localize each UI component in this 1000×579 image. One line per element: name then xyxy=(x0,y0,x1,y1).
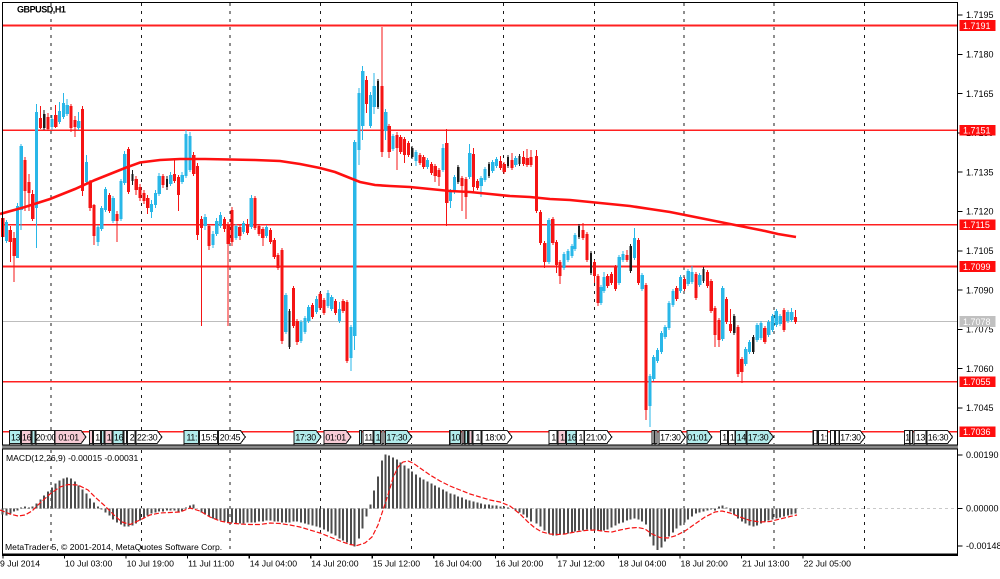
svg-text:20:45: 20:45 xyxy=(220,433,241,443)
svg-text:15:5: 15:5 xyxy=(201,433,217,443)
svg-text:11:: 11: xyxy=(186,433,197,443)
svg-text:18 Jul 20:00: 18 Jul 20:00 xyxy=(681,559,729,569)
svg-text:01:01: 01:01 xyxy=(58,433,79,443)
svg-text:01:01: 01:01 xyxy=(325,433,346,443)
svg-text:1.7090: 1.7090 xyxy=(966,285,994,295)
svg-text:17:30: 17:30 xyxy=(295,433,316,443)
svg-text:15 Jul 12:00: 15 Jul 12:00 xyxy=(373,559,421,569)
svg-text:9 Jul 2014: 9 Jul 2014 xyxy=(0,559,40,569)
svg-text:17:30: 17:30 xyxy=(840,433,861,443)
svg-text:10 Jul 03:00: 10 Jul 03:00 xyxy=(65,559,113,569)
svg-text:1: 1 xyxy=(376,433,381,443)
svg-text:1.7099: 1.7099 xyxy=(963,262,991,272)
svg-text:1: 1 xyxy=(476,433,481,443)
svg-text:17 Jul 12:00: 17 Jul 12:00 xyxy=(557,559,605,569)
svg-text:21:00: 21:00 xyxy=(586,433,607,443)
svg-text:17:30: 17:30 xyxy=(387,433,408,443)
svg-text:0.00000: 0.00000 xyxy=(966,504,999,514)
svg-text:GBPUSD,H1: GBPUSD,H1 xyxy=(17,5,66,15)
svg-text:14 Jul 04:00: 14 Jul 04:00 xyxy=(250,559,298,569)
svg-text:22 Jul 05:00: 22 Jul 05:00 xyxy=(804,559,852,569)
svg-text:1: 1 xyxy=(107,433,112,443)
svg-text:1: 1 xyxy=(722,433,727,443)
svg-text:1.7105: 1.7105 xyxy=(966,246,994,256)
svg-text:1.7078: 1.7078 xyxy=(963,317,991,327)
svg-text:11: 11 xyxy=(364,433,373,443)
svg-text:1: 1 xyxy=(560,433,565,443)
svg-text:1.7115: 1.7115 xyxy=(963,220,990,230)
svg-text:14: 14 xyxy=(737,433,747,443)
svg-text:16: 16 xyxy=(567,433,577,443)
svg-text:MetaTrader 5, © 2001-2014, Met: MetaTrader 5, © 2001-2014, MetaQuotes So… xyxy=(5,542,222,552)
svg-text:16:30: 16:30 xyxy=(928,433,949,443)
svg-text:1.7120: 1.7120 xyxy=(966,207,994,217)
svg-text:1: 1 xyxy=(730,433,735,443)
svg-text:1.7045: 1.7045 xyxy=(966,403,994,413)
svg-text:2: 2 xyxy=(130,433,135,443)
svg-text:01:01: 01:01 xyxy=(687,433,708,443)
svg-text:18 Jul 04:00: 18 Jul 04:00 xyxy=(619,559,667,569)
svg-text:10: 10 xyxy=(451,433,461,443)
svg-text:1: 1 xyxy=(95,433,100,443)
svg-text:10 Jul 19:00: 10 Jul 19:00 xyxy=(127,559,175,569)
svg-text:18:00: 18:00 xyxy=(485,433,506,443)
svg-text:MACD(12,26,9) -0.00015 -0.0003: MACD(12,26,9) -0.00015 -0.00031 xyxy=(6,453,139,463)
svg-text:1.7135: 1.7135 xyxy=(966,167,994,177)
svg-text:1.7191: 1.7191 xyxy=(963,21,991,31)
svg-text:22:30: 22:30 xyxy=(137,433,158,443)
svg-text:13: 13 xyxy=(916,433,926,443)
svg-text:1:: 1: xyxy=(820,433,827,443)
svg-text:16: 16 xyxy=(22,433,32,443)
svg-text:1.7195: 1.7195 xyxy=(966,10,994,20)
svg-text:1: 1 xyxy=(551,433,556,443)
svg-text:1.7180: 1.7180 xyxy=(966,50,994,60)
svg-text:20:00: 20:00 xyxy=(36,433,57,443)
svg-text:13: 13 xyxy=(11,433,21,443)
svg-text:1.7055: 1.7055 xyxy=(963,377,991,387)
svg-text:16: 16 xyxy=(114,433,124,443)
svg-text:21 Jul 13:00: 21 Jul 13:00 xyxy=(742,559,790,569)
svg-text:1.7151: 1.7151 xyxy=(963,126,991,136)
svg-text:-0.00148: -0.00148 xyxy=(966,541,1000,551)
svg-text:1.7036: 1.7036 xyxy=(963,427,991,437)
svg-text:0.00190: 0.00190 xyxy=(966,450,999,460)
svg-text:17:30: 17:30 xyxy=(660,433,681,443)
svg-text:16 Jul 04:00: 16 Jul 04:00 xyxy=(434,559,482,569)
svg-text:1.7075: 1.7075 xyxy=(966,325,994,335)
svg-text:11 Jul 11:00: 11 Jul 11:00 xyxy=(188,559,234,569)
svg-text:1: 1 xyxy=(579,433,584,443)
svg-text:1: 1 xyxy=(905,433,910,443)
svg-text:16 Jul 20:00: 16 Jul 20:00 xyxy=(496,559,544,569)
svg-text:1.7060: 1.7060 xyxy=(966,364,994,374)
svg-text:17:30: 17:30 xyxy=(748,433,769,443)
svg-text:14 Jul 20:00: 14 Jul 20:00 xyxy=(311,559,359,569)
svg-text:1.7165: 1.7165 xyxy=(966,89,994,99)
